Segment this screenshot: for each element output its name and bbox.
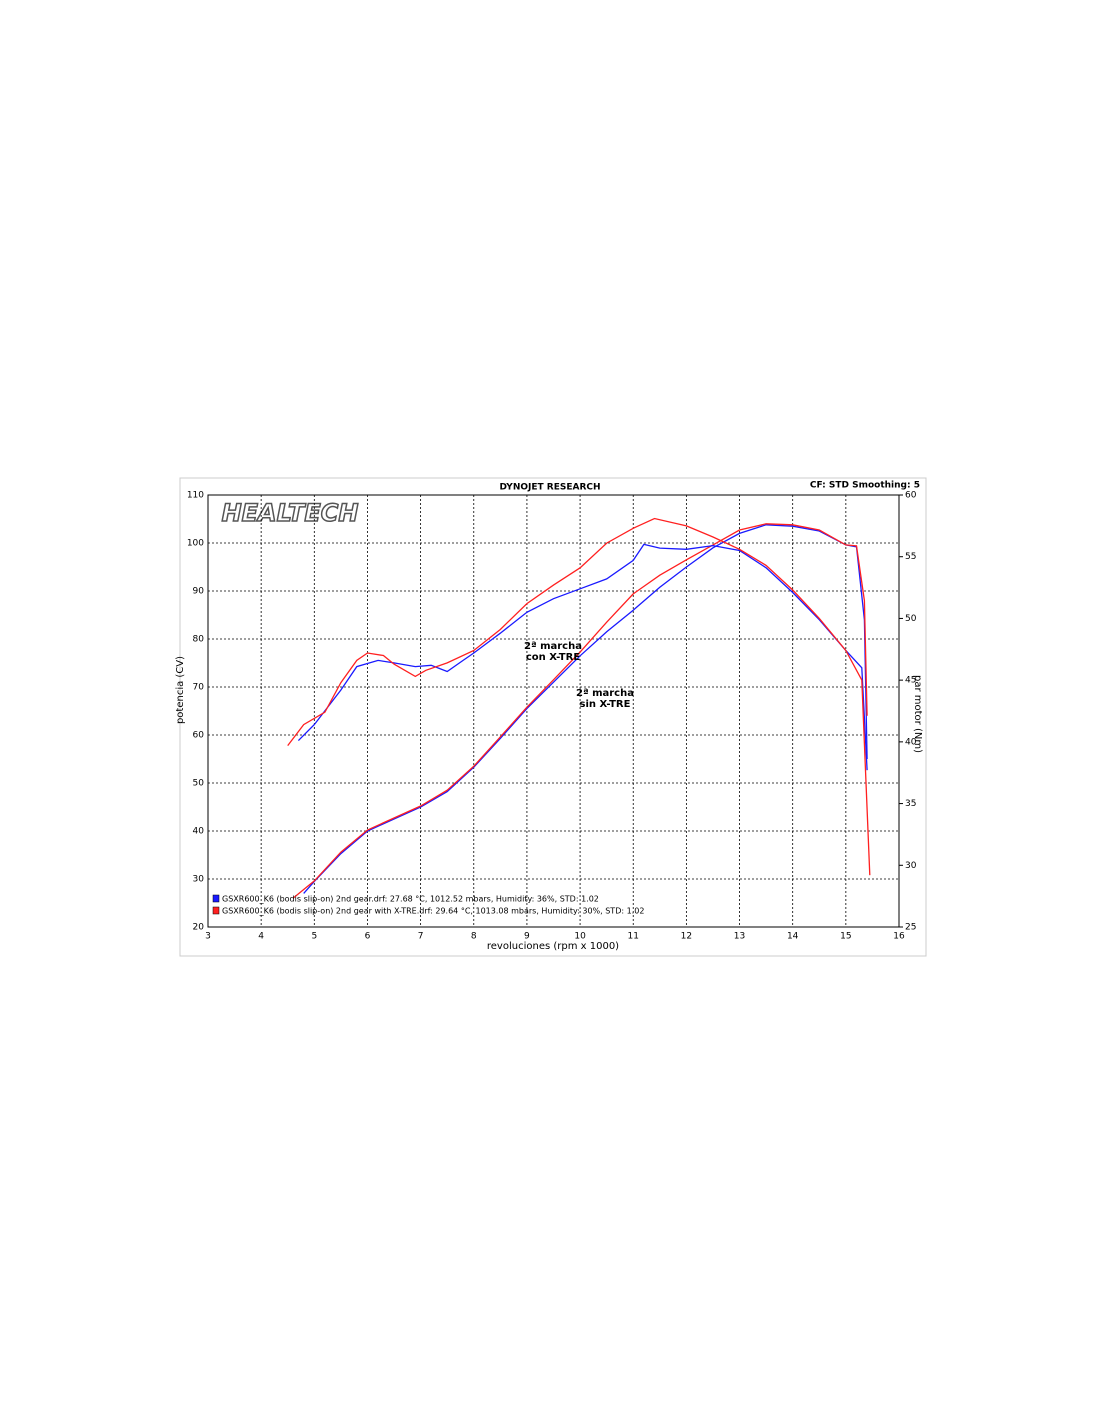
y2-tick-label: 40 bbox=[905, 737, 917, 747]
y-tick-label: 110 bbox=[187, 491, 204, 501]
x-tick-label: 12 bbox=[681, 932, 692, 942]
y2-axis-label: par motor (Nm) bbox=[912, 675, 923, 753]
power-line bbox=[292, 523, 868, 899]
x-tick-label: 4 bbox=[258, 932, 264, 942]
x-tick-label: 3 bbox=[205, 932, 211, 942]
y2-tick-label: 35 bbox=[905, 799, 916, 809]
torque-line bbox=[287, 517, 871, 876]
x-tick-label: 14 bbox=[787, 932, 799, 942]
x-tick-label: 6 bbox=[365, 932, 371, 942]
y-tick-label: 90 bbox=[193, 587, 205, 597]
x-tick-label: 9 bbox=[524, 932, 530, 942]
y2-tick-label: 60 bbox=[905, 491, 917, 501]
x-tick-label: 13 bbox=[734, 932, 745, 942]
chart-frame bbox=[179, 477, 927, 957]
annotation: 2ª marcha bbox=[524, 641, 582, 652]
y2-tick-label: 45 bbox=[905, 676, 916, 686]
x-tick-label: 7 bbox=[418, 932, 424, 942]
x-tick-label: 10 bbox=[574, 932, 586, 942]
x-tick-label: 15 bbox=[840, 932, 851, 942]
legend-swatch bbox=[212, 894, 220, 903]
annotation: sin X-TRE bbox=[580, 699, 631, 710]
y2-tick-label: 55 bbox=[905, 552, 916, 562]
plot-border bbox=[207, 494, 900, 928]
chart-title: DYNOJET RESEARCH bbox=[499, 483, 600, 493]
annotation: 2ª marcha bbox=[576, 688, 634, 699]
y-tick-label: 40 bbox=[193, 827, 205, 837]
x-tick-label: 5 bbox=[311, 932, 317, 942]
x-axis-label: revoluciones (rpm x 1000) bbox=[487, 941, 619, 952]
legend-swatch bbox=[212, 906, 220, 915]
torque-line bbox=[297, 543, 868, 771]
y-axis-label: potencia (CV) bbox=[175, 656, 186, 724]
y-tick-label: 70 bbox=[193, 683, 205, 693]
y-tick-label: 60 bbox=[193, 731, 205, 741]
legend-entry: GSXR600_K6 (bodis slip-on) 2nd gear.drf:… bbox=[222, 895, 599, 904]
y2-tick-label: 30 bbox=[905, 861, 917, 871]
y-tick-label: 20 bbox=[193, 923, 205, 933]
y-tick-label: 100 bbox=[187, 539, 204, 549]
y-tick-label: 30 bbox=[193, 875, 205, 885]
y-tick-label: 50 bbox=[193, 779, 205, 789]
chart-subtitle: CF: STD Smoothing: 5 bbox=[810, 481, 920, 491]
legend-entry: GSXR600_K6 (bodis slip-on) 2nd gear with… bbox=[222, 907, 644, 916]
x-tick-label: 16 bbox=[893, 932, 905, 942]
power-line bbox=[303, 524, 868, 894]
logo: HEALTECH bbox=[222, 499, 359, 527]
x-tick-label: 11 bbox=[628, 932, 639, 942]
y2-tick-label: 50 bbox=[905, 614, 917, 624]
y-tick-label: 80 bbox=[193, 635, 205, 645]
annotation: con X-TRE bbox=[526, 652, 580, 663]
y2-tick-label: 25 bbox=[905, 923, 916, 933]
x-tick-label: 8 bbox=[471, 932, 477, 942]
